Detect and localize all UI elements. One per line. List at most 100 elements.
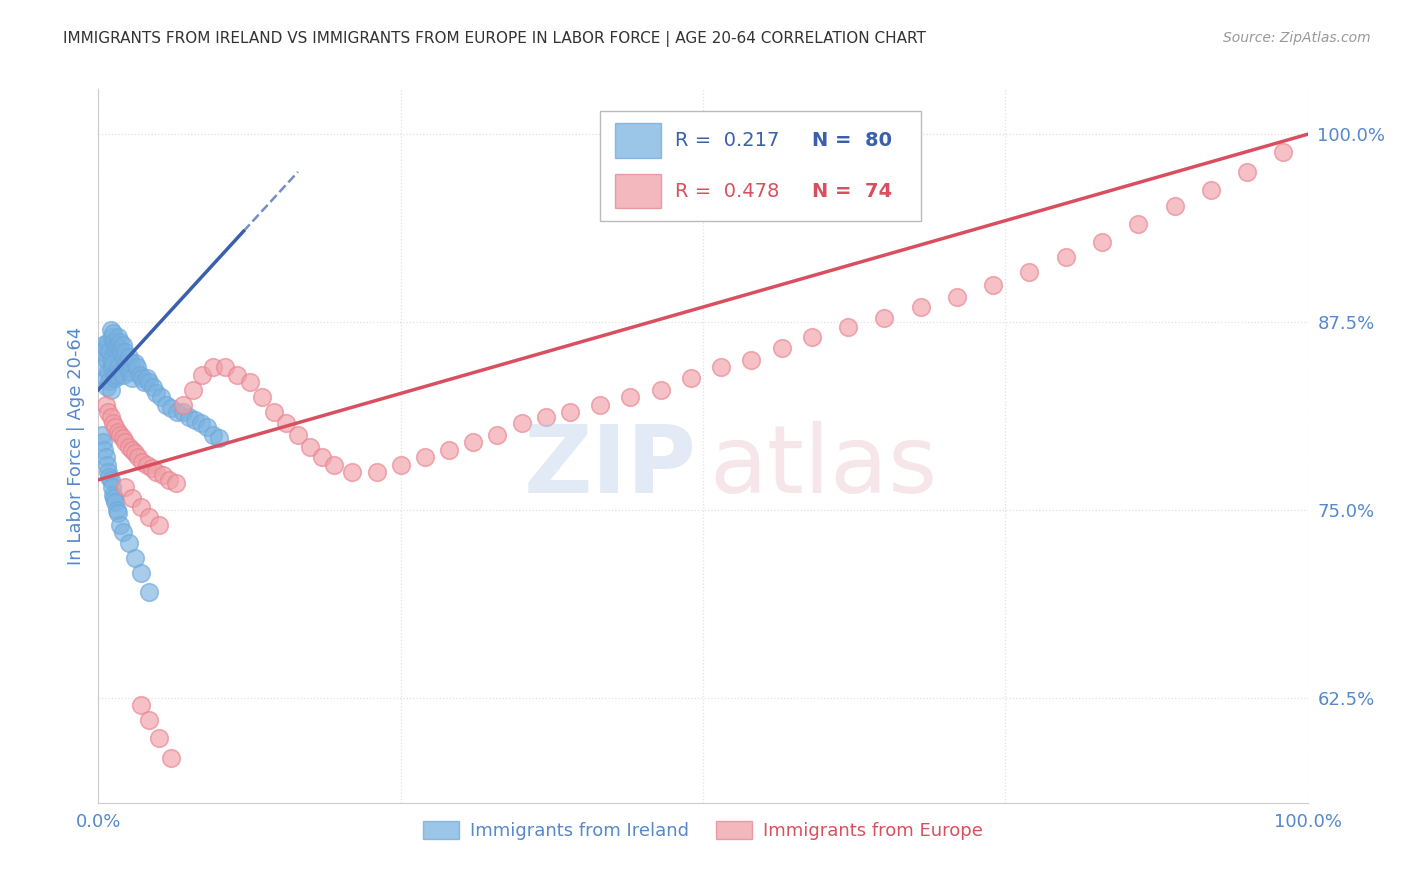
Point (103, 368, 125, 382)
Point (107, 330, 129, 344)
Point (946, 289, 969, 303)
Point (166, 405, 188, 419)
Point (184, 413, 207, 427)
Point (107, 425, 129, 439)
Point (118, 365, 141, 379)
Point (108, 427, 131, 442)
Point (589, 398, 612, 412)
Point (121, 442, 143, 457)
Point (650, 383, 672, 397)
Point (121, 491, 143, 505)
Point (135, 370, 157, 384)
Point (263, 405, 285, 419)
Point (98, 374, 121, 388)
FancyBboxPatch shape (614, 123, 661, 158)
Point (114, 480, 136, 494)
Point (108, 341, 131, 355)
Point (437, 442, 460, 457)
Point (152, 468, 174, 483)
Point (91, 435, 114, 450)
Point (118, 350, 141, 364)
Point (160, 750, 183, 764)
Point (148, 731, 170, 746)
Point (98, 470, 121, 484)
Point (91, 337, 114, 351)
Point (226, 368, 249, 382)
Text: IMMIGRANTS FROM IRELAND VS IMMIGRANTS FROM EUROPE IN LABOR FORCE | AGE 20-64 COR: IMMIGRANTS FROM IRELAND VS IMMIGRANTS FR… (63, 31, 927, 47)
Point (124, 356, 146, 370)
Text: ZIP: ZIP (524, 421, 697, 514)
Point (510, 416, 533, 430)
Point (145, 465, 167, 479)
Point (389, 458, 412, 472)
Point (910, 300, 932, 314)
Point (274, 416, 297, 430)
Point (486, 427, 509, 442)
Point (94, 398, 117, 412)
Point (129, 566, 152, 580)
Point (127, 360, 149, 375)
Point (1163, 199, 1185, 213)
Point (131, 370, 153, 384)
Point (463, 435, 485, 450)
Point (121, 370, 143, 384)
Point (101, 326, 124, 340)
Point (342, 465, 364, 479)
Point (98, 343, 121, 358)
Point (108, 334, 131, 349)
Point (138, 375, 160, 389)
Point (101, 488, 124, 502)
Point (111, 525, 134, 540)
Point (181, 383, 204, 397)
Point (94, 450, 117, 465)
Point (299, 440, 322, 454)
Point (107, 360, 129, 375)
Point (250, 390, 273, 404)
Point (1018, 265, 1040, 279)
Point (100, 322, 122, 336)
Point (619, 390, 641, 404)
Point (97, 465, 120, 479)
Point (94, 341, 117, 355)
Legend: Immigrants from Ireland, Immigrants from Europe: Immigrants from Ireland, Immigrants from… (416, 814, 990, 847)
Point (111, 368, 134, 382)
Text: N =  80: N = 80 (811, 131, 891, 150)
Point (114, 435, 136, 450)
Point (138, 713, 160, 727)
Point (120, 356, 142, 370)
Point (190, 416, 212, 430)
Point (97, 334, 120, 349)
Point (770, 341, 793, 355)
Point (124, 550, 146, 565)
Point (873, 310, 896, 325)
Point (91, 427, 114, 442)
Point (837, 319, 859, 334)
Point (150, 390, 173, 404)
Text: R =  0.478: R = 0.478 (675, 182, 779, 201)
Point (100, 330, 122, 344)
Point (129, 698, 152, 713)
Point (111, 337, 134, 351)
Text: atlas: atlas (709, 421, 938, 514)
Point (195, 420, 218, 434)
Point (287, 427, 309, 442)
Point (93, 360, 115, 375)
Point (1236, 165, 1258, 179)
Point (96, 458, 118, 472)
Point (134, 375, 156, 389)
Point (366, 465, 388, 479)
Text: N =  74: N = 74 (811, 182, 891, 201)
Point (103, 491, 125, 505)
Point (118, 440, 141, 454)
Point (413, 450, 436, 465)
Point (117, 360, 139, 375)
Point (110, 345, 132, 359)
Point (679, 370, 702, 384)
Point (160, 401, 183, 415)
Point (172, 405, 194, 419)
Point (93, 442, 115, 457)
Point (311, 450, 333, 465)
Point (148, 517, 170, 532)
Point (1128, 218, 1150, 232)
Point (129, 500, 152, 514)
